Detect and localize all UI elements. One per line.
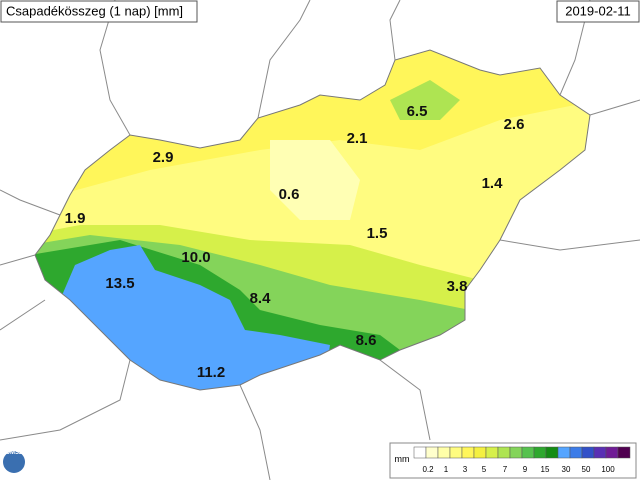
station-value: 2.9 [153,149,174,166]
country-border [34,49,591,391]
legend-unit: mm [395,454,410,464]
date-box [556,0,640,23]
map-title: Csapadékösszeg (1 nap) [mm] [6,3,183,18]
station-value: 8.4 [250,290,272,307]
legend-label: 100 [601,465,615,474]
title-box [0,0,198,23]
legend-swatch [569,446,583,459]
legend-swatch [497,446,511,459]
station-value: 3.8 [447,278,468,295]
legend-swatch [413,446,427,459]
station-value: 0.6 [279,186,300,203]
logo-mark [3,451,25,473]
logo: OMSZ [5,450,23,456]
station-values: 2.9 6.5 2.1 2.6 0.6 1.4 1.9 1.5 10.0 13.5 3.8 8.4 8.… [65,103,525,381]
station-value: 2.1 [347,130,368,147]
legend-swatch [509,446,523,459]
legend: 0.2 1 3 5 7 9 15 30 50 100 [413,446,631,474]
station-value: 6.5 [407,103,428,120]
legend-label: 50 [582,465,591,474]
legend-swatch [473,446,487,459]
station-value: 1.5 [367,225,388,242]
legend-swatch [557,446,571,459]
station-value: 10.0 [181,249,210,266]
legend-label: 0.2 [422,465,434,474]
date: 2019-02-11 [565,3,631,18]
legend-swatch [545,446,559,459]
legend-label: 15 [541,465,550,474]
legend-label: 3 [463,465,468,474]
legend-swatch [617,446,631,459]
legend-swatch [581,446,595,459]
legend-label: 7 [503,465,508,474]
station-value: 8.6 [356,332,377,349]
legend-label: 9 [523,465,528,474]
station-value: 2.6 [504,116,525,133]
legend-label: 5 [482,465,487,474]
station-value: 13.5 [105,275,134,292]
legend-swatch [449,446,463,459]
legend-swatch [605,446,619,459]
legend-swatch [593,446,607,459]
station-value: 1.4 [482,175,504,192]
legend-label: 30 [562,465,571,474]
station-value: 1.9 [65,210,86,227]
legend-label: 1 [444,465,449,474]
legend-swatch [461,446,475,459]
legend-swatch [437,446,451,459]
legend-swatch [533,446,547,459]
legend-swatch [485,446,499,459]
legend-swatch [521,446,535,459]
station-value: 11.2 [197,364,225,381]
legend-swatch [425,446,439,459]
